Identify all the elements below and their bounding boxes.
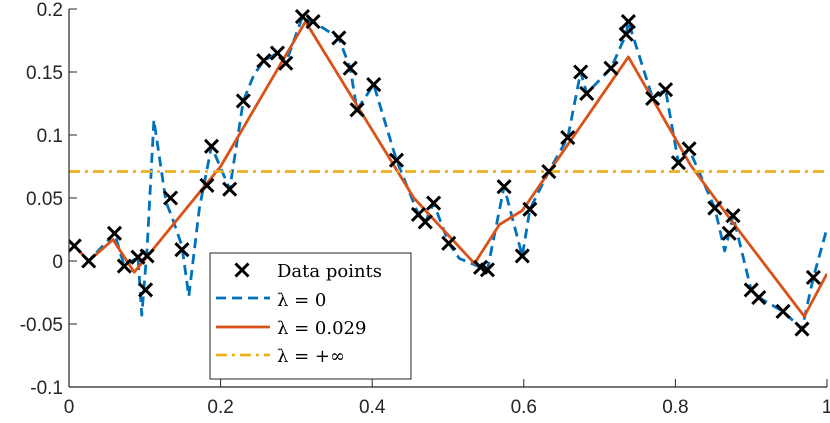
- y-tick-label: 0.2: [37, 0, 63, 21]
- data-point-marker: [751, 289, 767, 306]
- x-tick-label: 1: [822, 397, 830, 418]
- legend-box: [209, 252, 412, 380]
- data-point-marker: [579, 85, 595, 101]
- data-point-marker: [417, 214, 433, 230]
- data-point-marker: [106, 225, 123, 241]
- data-point-marker: [116, 258, 132, 274]
- data-point-marker: [199, 177, 215, 193]
- data-point-marker: [81, 253, 97, 269]
- x-tick-label: 0.4: [359, 397, 386, 418]
- y-tick-label: 0.15: [26, 63, 63, 84]
- data-point-marker: [603, 60, 619, 76]
- data-point-marker: [794, 321, 810, 337]
- data-point-marker: [342, 60, 358, 76]
- data-point-marker: [305, 14, 321, 30]
- legend-label-lambda0: λ = 0: [277, 290, 326, 311]
- data-point-marker: [681, 141, 697, 157]
- x-tick-label: 0: [64, 397, 75, 418]
- legend-symbols: [216, 262, 270, 357]
- data-point-marker: [721, 225, 737, 241]
- data-point-marker: [137, 282, 154, 298]
- axes: 0 0.2 0.4 0.6 0.8 1 -0.1 -0.05 0 0.05 0.1 0.15 0.2: [20, 0, 830, 418]
- data-point-marker: [235, 93, 251, 109]
- x-tick-label: 0.6: [511, 397, 537, 418]
- data-point-marker: [573, 64, 589, 80]
- series-line-lambda-mid: [73, 20, 827, 318]
- legend-label-lambda-inf: λ = +∞: [277, 346, 345, 367]
- legend-label-points: Data points: [277, 261, 382, 282]
- data-point-marker: [222, 181, 238, 197]
- data-point-marker: [725, 208, 741, 224]
- legend: Data points λ = 0 λ = 0.029 λ = +∞: [209, 252, 412, 380]
- data-point-marker: [496, 179, 512, 195]
- data-point-marker: [670, 155, 686, 171]
- data-point-marker: [294, 9, 311, 25]
- y-tick-label: 0.1: [37, 126, 63, 147]
- legend-label-lambda-mid: λ = 0.029: [277, 318, 366, 339]
- y-tick-label: 0.05: [26, 189, 63, 210]
- x-tick-label: 0.2: [207, 397, 233, 418]
- data-point-marker: [174, 242, 190, 258]
- data-point-marker: [707, 200, 723, 216]
- y-tick-label: -0.1: [30, 378, 63, 399]
- data-point-marker: [479, 262, 495, 278]
- data-point-marker: [256, 53, 272, 69]
- data-point-marker: [441, 235, 457, 251]
- data-point-marker: [278, 55, 294, 71]
- data-point-marker: [522, 201, 538, 217]
- data-point-marker: [388, 152, 405, 168]
- data-point-marker: [805, 269, 821, 285]
- data-point-marker: [560, 129, 576, 146]
- data-points-layer: [69, 9, 821, 337]
- data-point-marker: [426, 195, 442, 211]
- data-point-marker: [139, 248, 155, 264]
- data-point-marker: [618, 26, 634, 42]
- data-point-marker: [366, 77, 382, 93]
- x-tick-label: 0.8: [662, 397, 688, 418]
- data-point-marker: [620, 14, 636, 30]
- data-point-marker: [657, 82, 674, 98]
- y-tick-label: 0: [52, 252, 63, 273]
- data-point-marker: [331, 30, 347, 46]
- data-point-marker: [69, 238, 82, 254]
- y-tick-label: -0.05: [20, 315, 63, 336]
- data-point-marker: [203, 138, 220, 154]
- data-point-marker: [541, 163, 557, 180]
- data-point-marker: [775, 303, 791, 319]
- legend-symbol-points: [234, 262, 250, 278]
- data-point-marker: [349, 102, 365, 118]
- series-layer: [69, 15, 827, 331]
- data-point-marker: [514, 248, 530, 264]
- data-point-marker: [163, 190, 179, 206]
- data-point-marker: [645, 90, 661, 107]
